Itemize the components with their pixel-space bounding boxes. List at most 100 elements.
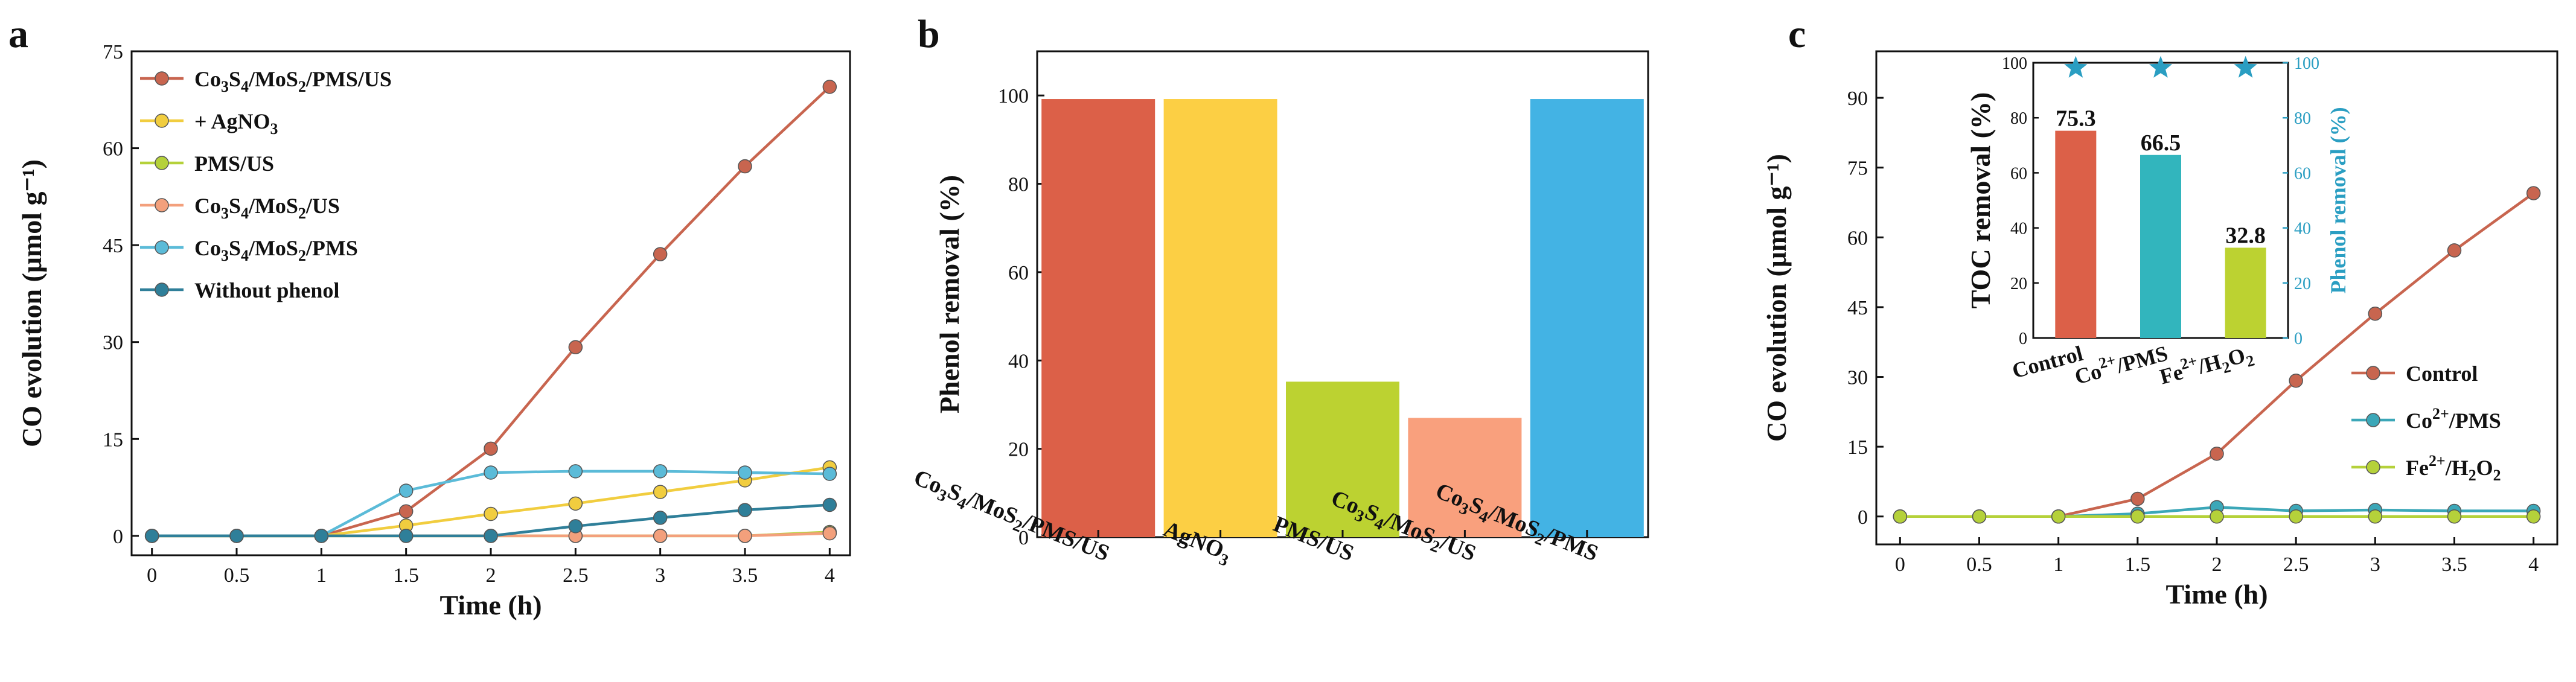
panel-b-ytick-label: 20 [1008, 439, 1029, 461]
panel-a-data-point [229, 529, 244, 543]
inset-left-tick-label: 60 [2010, 164, 2027, 183]
panel-c-data-point [2447, 243, 2462, 258]
inset-bar [2055, 130, 2097, 338]
panel-b-letter: b [918, 12, 940, 56]
inset-right-tick-label: 0 [2294, 330, 2303, 348]
panel-c-ytick-label: 60 [1847, 227, 1868, 249]
panel-c-xtick-label: 3 [2370, 553, 2380, 576]
panel-b-ytick-label: 40 [1008, 350, 1029, 372]
panel-a-data-point [738, 503, 752, 517]
panel-a-xtick-label: 4 [825, 564, 835, 587]
panel-b-bar [1163, 99, 1277, 537]
panel-c-data-point [2368, 306, 2383, 321]
panel-a-legend-swatch-marker [155, 240, 169, 255]
panel-c-data-point [2289, 509, 2303, 524]
panel-a-data-point [398, 504, 414, 518]
inset-category-label: Co2+/PMS [2071, 337, 2170, 389]
panel-a-data-point [738, 159, 752, 174]
panel-a-data-point [144, 529, 159, 543]
panel-a-data-point [568, 519, 583, 534]
panel-c-data-point [1893, 509, 1908, 524]
panel-a-data-point [484, 465, 498, 480]
inset-star-marker [2064, 56, 2088, 78]
panel-c-xtick-label: 3.5 [2441, 553, 2467, 576]
panel-a-ytick-label: 45 [103, 235, 123, 257]
inset-right-tick-label: 20 [2294, 275, 2311, 293]
inset-bar [2225, 247, 2266, 338]
panel-a-legend-label: Co3S4/MoS2/PMS/US [194, 67, 392, 95]
inset-star-marker [2234, 56, 2257, 78]
panel-a-xtick-label: 1 [316, 564, 327, 587]
panel-c-ytick-label: 0 [1858, 506, 1868, 529]
panel-c-legend-label: Control [2406, 362, 2478, 386]
panel-c-ytick-label: 75 [1847, 158, 1868, 180]
panel-a-data-point [738, 465, 752, 480]
inset-bar-value: 75.3 [2056, 106, 2096, 132]
panel-a-legend-swatch-marker [155, 71, 169, 86]
panel-b-bar [1286, 381, 1399, 537]
inset-bar [2140, 155, 2181, 338]
inset-left-tick-label: 0 [2019, 330, 2027, 348]
panel-b-ytick-label: 80 [1008, 174, 1029, 196]
panel-c-xtick-label: 4 [2528, 553, 2539, 576]
panel-c-xtick-label: 1 [2053, 553, 2063, 576]
panel-b-ytick-label: 60 [1008, 262, 1029, 284]
panel-c-data-point [2289, 373, 2303, 388]
panel-a-data-point [398, 483, 414, 498]
panel-c-ytick-label: 15 [1847, 436, 1868, 459]
panel-a-data-point [314, 529, 329, 543]
inset-right-tick-label: 60 [2294, 164, 2311, 183]
panel-a-legend-label: + AgNO3 [194, 109, 278, 138]
panel-a-data-point [653, 247, 668, 261]
panel-a-data-point [653, 529, 668, 543]
panel-a-data-point [822, 497, 837, 512]
inset-left-axis-title: TOC removal (%) [1965, 92, 1996, 309]
panel-b-bar [1408, 418, 1522, 537]
panel-a-ytick-label: 30 [103, 332, 123, 354]
panel-a: a 0 15 30 45 60 75 0 0.5 1 1.5 2 2.5 3 3.5 4 Time (h) CO… [8, 12, 851, 620]
panel-a-data-point [822, 467, 837, 481]
inset-bar-value: 66.5 [2141, 130, 2181, 156]
inset-bar-value: 32.8 [2225, 223, 2266, 248]
panel-c-legend-label: Co2+/PMS [2406, 405, 2501, 433]
panel-a-data-point [568, 340, 583, 355]
panel-a-data-point [822, 526, 837, 541]
panel-a-data-point [568, 496, 583, 511]
panel-a-data-point [484, 529, 498, 543]
panel-c-letter: c [1788, 12, 1806, 56]
panel-a-data-point [822, 80, 837, 94]
panel-a-data-point [738, 529, 752, 543]
panel-c-data-point [2526, 186, 2541, 200]
panel-c-data-point [2130, 509, 2145, 524]
panel-c-xtick-label: 0.5 [1966, 553, 1992, 576]
panel-a-ytick-label: 0 [113, 526, 123, 548]
panel-b-ytick-label: 0 [1018, 527, 1029, 549]
inset-right-tick-label: 40 [2294, 220, 2311, 238]
panel-a-xtick-label: 1.5 [393, 564, 419, 587]
panel-a-legend-label: Co3S4/MoS2/US [194, 194, 340, 222]
panel-a-legend-swatch-marker [155, 156, 169, 170]
panel-a-data-point [568, 464, 583, 479]
panel-c-ytick-label: 30 [1847, 367, 1868, 389]
panel-a-xtick-label: 3 [655, 564, 665, 587]
panel-c-legend-swatch-marker [2366, 460, 2380, 474]
panel-a-legend-swatch-marker [155, 282, 169, 297]
inset-left-tick-label: 20 [2010, 275, 2027, 293]
panel-a-data-point [653, 464, 668, 479]
panel-c-xtick-label: 0 [1895, 553, 1905, 576]
panel-a-data-point [484, 506, 498, 521]
panel-a-xaxis-title: Time (h) [439, 590, 542, 620]
inset-left-tick-label: 80 [2010, 109, 2027, 128]
panel-a-ytick-label: 75 [103, 41, 123, 63]
inset-category-label: Fe2+/H2O2 [2156, 337, 2257, 393]
panel-a-yaxis-title: CO evolution (μmol g⁻¹) [16, 159, 47, 447]
panel-c-data-point [2051, 509, 2066, 524]
panel-b-yaxis-title: Phenol removal (%) [934, 175, 965, 413]
panel-c-xtick-label: 2 [2212, 553, 2222, 576]
panel-a-xtick-label: 2.5 [563, 564, 589, 587]
panel-a-legend-label: Without phenol [194, 278, 339, 302]
panel-c-data-point [2210, 446, 2224, 461]
inset-left-tick-label: 100 [2002, 54, 2027, 73]
panel-a-legend-swatch-marker [155, 113, 169, 128]
